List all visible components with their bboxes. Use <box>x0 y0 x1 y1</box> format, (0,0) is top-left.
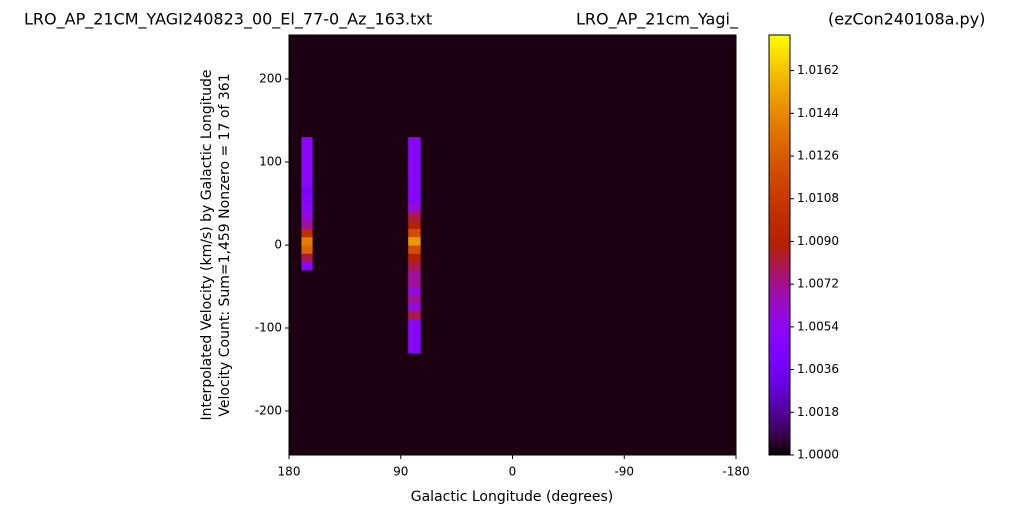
heatmap-cell <box>408 261 421 271</box>
colorbar <box>768 34 791 456</box>
heatmap-cell <box>301 253 313 263</box>
y-tick-label: -200 <box>255 404 282 418</box>
heatmap-cell <box>301 203 313 213</box>
heatmap-cell <box>408 145 421 155</box>
heatmap-cell <box>408 319 421 329</box>
y-axis-label: Velocity Count: Sum=1,459 Nonzero = 17 o… <box>217 73 233 416</box>
heatmap-cell <box>301 195 313 204</box>
y-tick-label: -100 <box>255 321 282 335</box>
colorbar-tick-label: 1.0144 <box>797 106 839 120</box>
x-tick-label: -90 <box>614 465 634 479</box>
heatmap-cell <box>408 269 421 279</box>
heatmap-cell <box>408 245 421 254</box>
heatmap-cell <box>301 211 313 221</box>
x-tick-label: 0 <box>509 465 517 479</box>
colorbar-tick-label: 1.0162 <box>797 63 839 77</box>
heatmap-cell <box>408 253 421 263</box>
heatmap-cell <box>408 236 421 246</box>
heatmap-cell <box>408 178 421 188</box>
heatmap-cell <box>408 294 421 304</box>
colorbar-tick-label: 1.0018 <box>797 405 839 419</box>
colorbar-tick-label: 1.0054 <box>797 319 839 333</box>
heatmap-cell <box>408 153 421 163</box>
heatmap-cell <box>301 170 313 180</box>
y-tick-label: 200 <box>259 71 282 85</box>
heatmap-cell <box>301 186 313 196</box>
heatmap-cell <box>408 211 421 221</box>
heatmap-cell <box>301 245 313 254</box>
heatmap-cell <box>408 195 421 204</box>
colorbar-tick-label: 1.0108 <box>797 191 839 205</box>
heatmap-cell <box>301 145 313 155</box>
heatmap-cell <box>408 328 421 337</box>
x-axis-label: Galactic Longitude (degrees) <box>411 489 613 505</box>
heatmap-cell <box>408 278 421 288</box>
x-tick-label: 90 <box>393 465 408 479</box>
y-tick-label: 100 <box>259 154 282 168</box>
heatmap-cell <box>408 137 421 146</box>
plot-background <box>289 35 736 455</box>
heatmap-cell <box>301 261 313 271</box>
x-tick-label: 180 <box>278 465 301 479</box>
colorbar-tick-label: 1.0072 <box>797 277 839 291</box>
heatmap-cell <box>408 203 421 213</box>
annotation: (ezCon240108a.py) <box>828 10 985 29</box>
x-tick-label: -180 <box>722 465 749 479</box>
heatmap-cell <box>301 228 313 238</box>
colorbar-tick-label: 1.0036 <box>797 362 839 376</box>
heatmap-cell <box>408 220 421 229</box>
heatmap-cell <box>301 153 313 163</box>
chart-title: LRO_AP_21CM_YAGI240823_00_El_77-0_Az_163… <box>24 10 432 30</box>
heatmap-cell <box>301 178 313 188</box>
colorbar-tick-label: 1.0090 <box>797 234 839 248</box>
heatmap-cell <box>408 336 421 346</box>
heatmap-cell <box>408 170 421 180</box>
heatmap-cell <box>301 137 313 146</box>
colorbar-tick-label: 1.0000 <box>797 448 839 462</box>
heatmap-cell <box>301 236 313 246</box>
heatmap-cell <box>408 303 421 312</box>
heatmap-cell <box>408 228 421 238</box>
heatmap-cell <box>408 344 421 354</box>
colorbar-tick-label: 1.0126 <box>797 149 839 163</box>
heatmap-cell <box>301 161 313 171</box>
y-axis-label: Interpolated Velocity (km/s) by Galactic… <box>199 69 215 420</box>
heatmap-cell <box>408 286 421 296</box>
heatmap-cell <box>408 186 421 196</box>
chart-subtitle: LRO_AP_21cm_Yagi_ <box>576 10 739 30</box>
y-tick-label: 0 <box>274 238 282 252</box>
heatmap-cell <box>408 161 421 171</box>
heatmap-cell <box>408 311 421 321</box>
heatmap-cell <box>301 220 313 229</box>
